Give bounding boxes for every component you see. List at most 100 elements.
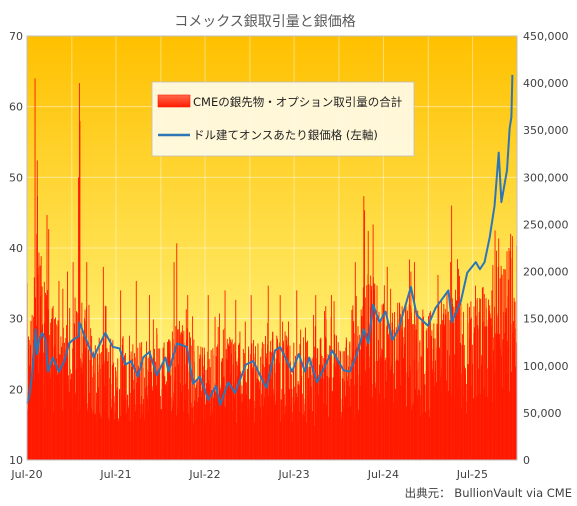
volume-bar <box>188 332 190 460</box>
volume-bar <box>317 349 319 460</box>
volume-bar <box>79 120 81 461</box>
volume-bar <box>61 346 63 460</box>
volume-bar <box>378 339 379 460</box>
volume-bar <box>373 290 375 460</box>
volume-bar <box>275 358 277 460</box>
volume-bar <box>419 416 421 460</box>
volume-bar <box>125 362 127 460</box>
volume-bar <box>421 319 423 460</box>
volume-bar <box>480 298 482 460</box>
volume-bar <box>78 83 80 460</box>
volume-bar <box>354 262 356 460</box>
volume-bar <box>194 400 196 460</box>
right-tick-label: 350,000 <box>523 124 569 137</box>
volume-bar <box>218 396 220 460</box>
volume-bar <box>286 346 288 460</box>
volume-bar <box>508 248 510 460</box>
volume-bar <box>189 418 191 460</box>
x-axis-ticks: Jul-20 Jul-21 Jul-22 Jul-23 Jul-24 Jul-25 <box>10 468 488 481</box>
volume-bar <box>295 355 296 460</box>
volume-bar <box>124 397 126 460</box>
volume-bar <box>242 402 244 460</box>
volume-bar <box>108 420 110 460</box>
volume-bar <box>301 393 303 460</box>
price-line <box>26 74 514 406</box>
volume-bar <box>239 371 241 460</box>
volume-bar <box>276 335 278 460</box>
volume-bar <box>494 400 496 460</box>
volume-bar <box>305 342 307 460</box>
volume-bar <box>239 331 241 460</box>
volume-bar <box>366 333 368 460</box>
volume-bar <box>78 412 80 460</box>
volume-bar <box>37 274 39 460</box>
volume-bar <box>470 317 472 460</box>
volume-bar <box>120 355 122 460</box>
volume-bar <box>74 297 76 460</box>
volume-bar <box>351 309 353 460</box>
volume-bar <box>141 342 143 460</box>
volume-bar <box>72 262 74 460</box>
x-tick-label: Jul-25 <box>456 468 488 481</box>
volume-bar <box>176 243 178 460</box>
volume-bar <box>470 301 472 460</box>
volume-bar <box>161 365 163 460</box>
volume-bar <box>243 353 245 460</box>
volume-bar <box>156 394 158 460</box>
volume-bar <box>380 358 382 460</box>
volume-bar <box>440 300 442 460</box>
volume-bar <box>250 295 252 460</box>
volume-bar <box>103 363 105 460</box>
volume-bar <box>475 300 477 460</box>
left-tick-label: 30 <box>9 313 23 326</box>
volume-bar <box>267 285 269 460</box>
volume-bar <box>307 340 308 460</box>
price-line-group <box>26 74 514 406</box>
volume-bar <box>419 340 421 460</box>
volume-bar <box>226 338 228 460</box>
volume-bar <box>255 367 257 460</box>
volume-bar <box>98 337 100 460</box>
volume-bar <box>86 408 88 460</box>
volume-bar <box>219 390 221 460</box>
volume-bar <box>132 379 134 460</box>
volume-bar <box>34 78 36 461</box>
volume-bar <box>385 381 387 460</box>
volume-bar <box>458 268 459 460</box>
volume-bar <box>148 295 150 460</box>
volume-bar <box>221 358 223 460</box>
volume-bar <box>364 210 366 460</box>
volume-bar <box>69 369 71 460</box>
x-tick-label: Jul-24 <box>367 468 399 481</box>
volume-bar <box>405 304 407 460</box>
volume-bar <box>418 389 419 460</box>
volume-bar <box>406 406 407 460</box>
volume-bar <box>237 376 238 460</box>
volume-bar <box>59 354 61 460</box>
volume-bar <box>85 348 86 460</box>
volume-bars <box>26 78 518 461</box>
volume-bar <box>515 395 517 460</box>
volume-bar <box>90 328 92 460</box>
right-tick-label: 150,000 <box>523 313 569 326</box>
volume-bar <box>190 345 192 460</box>
volume-bar <box>264 367 266 460</box>
volume-bar <box>79 358 81 460</box>
volume-bar <box>97 354 98 460</box>
volume-bar <box>414 388 416 460</box>
volume-bar <box>258 388 260 460</box>
volume-bar <box>353 321 355 460</box>
volume-bar <box>359 385 361 460</box>
volume-bar <box>404 344 406 460</box>
volume-bar <box>334 334 336 460</box>
volume-bar <box>339 350 341 460</box>
volume-bar <box>392 373 394 460</box>
volume-bar <box>506 373 508 460</box>
volume-bar <box>477 394 479 460</box>
volume-bar <box>289 345 291 460</box>
volume-bar <box>175 326 177 460</box>
volume-bar <box>74 392 76 460</box>
volume-bar <box>105 306 107 460</box>
volume-bar <box>33 277 35 460</box>
volume-bar <box>163 342 165 460</box>
